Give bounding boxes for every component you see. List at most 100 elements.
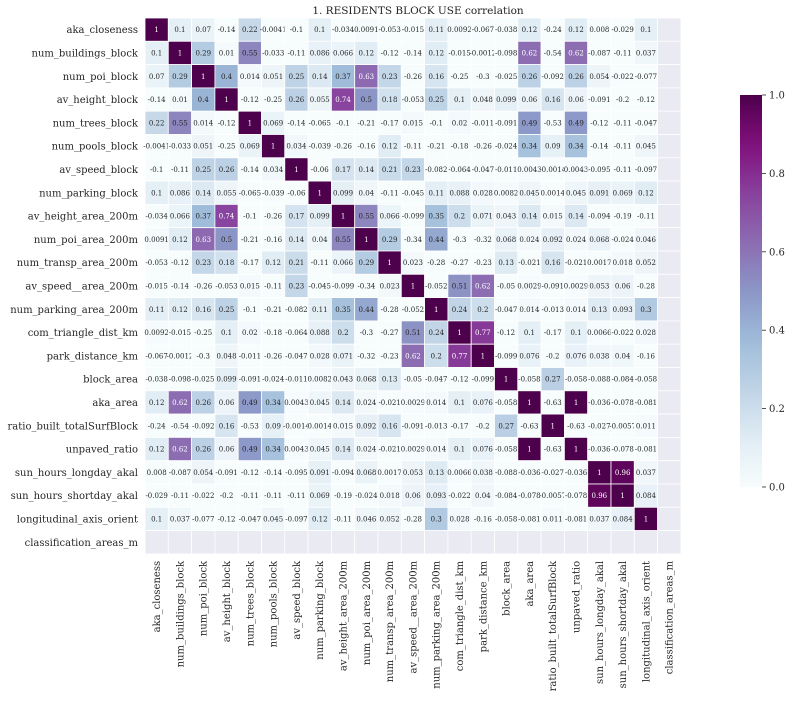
cell-value-label: 0.02 bbox=[452, 119, 468, 127]
cell-value-label: 0.052 bbox=[636, 259, 656, 267]
cell-value-label: 0.0017 bbox=[377, 469, 402, 477]
y-tick-label: num_pools_block bbox=[52, 142, 139, 153]
cell-value-label: -0.098 bbox=[495, 49, 517, 57]
heatmap-cell bbox=[354, 530, 379, 555]
cell-value-label: -0.27 bbox=[451, 259, 469, 267]
heatmap-cell bbox=[657, 250, 682, 275]
cell-value-label: -0.11 bbox=[381, 189, 399, 197]
cell-value-label: 0.12 bbox=[522, 26, 538, 34]
cell-value-label: 0.091 bbox=[589, 189, 609, 197]
cell-value-label: 0.3 bbox=[431, 515, 442, 523]
cell-value-label: -0.058 bbox=[518, 376, 540, 384]
x-tick-label: av_height_block bbox=[222, 560, 233, 642]
heatmap-cell bbox=[657, 436, 682, 462]
cell-value-label: -0.17 bbox=[381, 119, 399, 127]
cell-value-label: 0.018 bbox=[380, 492, 400, 500]
cell-value-label: 0.0043 bbox=[564, 166, 589, 174]
cell-value-label: 0.55 bbox=[172, 119, 188, 127]
cell-value-label: -0.17 bbox=[241, 259, 259, 267]
cell-value-label: -0.029 bbox=[611, 26, 633, 34]
cell-value-label: -0.047 bbox=[472, 166, 494, 174]
cell-value-label: 1 bbox=[481, 352, 485, 360]
cell-value-label: 0.22 bbox=[242, 26, 258, 34]
cell-value-label: -0.12 bbox=[637, 96, 655, 104]
cell-value-label: 0.0014 bbox=[541, 189, 566, 197]
cell-value-label: 1 bbox=[411, 282, 415, 290]
cell-value-label: 0.04 bbox=[475, 492, 491, 500]
cell-value-label: 0.16 bbox=[195, 306, 211, 314]
heatmap-cell bbox=[657, 297, 682, 322]
x-axis-tick-labels: aka_closeness num_buildings_block num_poi_… bbox=[152, 560, 676, 691]
cell-value-label: 0.29 bbox=[172, 73, 188, 81]
cell-value-label: -0.078 bbox=[611, 399, 633, 407]
cell-value-label: 1 bbox=[574, 399, 578, 407]
x-tick-label: ratio_built_totalSurfBlock bbox=[548, 560, 559, 691]
y-tick-label: aka_closeness bbox=[67, 25, 138, 36]
cell-value-label: -0.26 bbox=[334, 143, 352, 151]
cell-value-label: -0.022 bbox=[192, 492, 214, 500]
cell-value-label: 0.11 bbox=[428, 189, 444, 197]
cell-value-label: 0.23 bbox=[405, 166, 421, 174]
cell-value-label: 1 bbox=[178, 49, 182, 57]
cell-value-label: -0.25 bbox=[451, 73, 469, 81]
cell-value-label: -0.011 bbox=[472, 119, 494, 127]
cell-value-label: -0.077 bbox=[635, 73, 657, 81]
colorbar: 0.0 0.2 0.4 0.6 0.8 1.0 bbox=[740, 91, 785, 494]
x-tick-label: num_trees_block bbox=[245, 560, 256, 646]
cell-value-label: 0.011 bbox=[543, 515, 563, 523]
cell-value-label: -0.11 bbox=[614, 49, 632, 57]
cell-value-label: -0.19 bbox=[614, 213, 632, 221]
cell-value-label: -0.1 bbox=[336, 119, 350, 127]
cell-value-label: 0.0092 bbox=[447, 26, 472, 34]
cell-value-label: 0.12 bbox=[149, 399, 165, 407]
cell-value-label: 0.07 bbox=[149, 73, 165, 81]
y-axis-tick-labels: aka_closeness num_buildings_block num_poi_… bbox=[8, 25, 139, 549]
cell-value-label: -0.28 bbox=[381, 306, 399, 314]
colorbar-tick-label: 0.4 bbox=[769, 326, 785, 337]
cell-value-label: 0.084 bbox=[613, 515, 634, 523]
cell-value-label: 0.069 bbox=[310, 492, 330, 500]
cell-value-label: -0.06 bbox=[287, 189, 305, 197]
heatmap-cell bbox=[307, 530, 332, 555]
cell-value-label: -0.11 bbox=[287, 49, 305, 57]
cell-value-label: 0.62 bbox=[568, 49, 584, 57]
cell-value-label: -0.064 bbox=[285, 329, 308, 337]
cell-value-label: 0.4 bbox=[221, 73, 233, 81]
cell-value-label: -0.011 bbox=[495, 166, 517, 174]
y-tick-label: classification_areas_m bbox=[25, 538, 139, 549]
cell-value-label: -0.2 bbox=[220, 492, 234, 500]
cell-value-label: 0.25 bbox=[195, 166, 211, 174]
cell-value-label: -0.11 bbox=[614, 166, 632, 174]
cell-value-label: -0.32 bbox=[357, 352, 375, 360]
cell-value-label: -0.036 bbox=[518, 469, 541, 477]
cell-value-label: -0.1 bbox=[243, 306, 257, 314]
cell-value-label: 0.014 bbox=[566, 306, 587, 314]
cell-value-label: -0.036 bbox=[588, 399, 611, 407]
cell-value-label: 1 bbox=[201, 73, 205, 81]
heatmap-cell bbox=[657, 530, 682, 555]
cell-value-label: -0.022 bbox=[448, 492, 470, 500]
cell-value-label: 0.0029 bbox=[564, 282, 589, 290]
cell-value-label: 0.16 bbox=[219, 422, 235, 430]
cell-value-label: -0.091 bbox=[495, 119, 517, 127]
cell-value-label: -0.05 bbox=[497, 282, 515, 290]
cell-value-label: -0.053 bbox=[145, 259, 167, 267]
cell-value-label: -0.067 bbox=[472, 26, 494, 34]
cell-value-label: 0.046 bbox=[356, 515, 377, 523]
heatmap-cell bbox=[657, 203, 682, 229]
y-tick-label: park_distance_km bbox=[47, 351, 139, 362]
y-tick-label: av_height_block bbox=[57, 95, 139, 106]
cell-value-label: 0.35 bbox=[428, 213, 444, 221]
cell-value-label: -0.091 bbox=[588, 96, 610, 104]
cell-value-label: 0.1 bbox=[221, 329, 232, 337]
cell-value-label: -0.058 bbox=[495, 399, 517, 407]
cell-value-label: -0.14 bbox=[171, 282, 189, 290]
x-tick-label: classification_areas_m bbox=[665, 560, 676, 674]
cell-value-label: 0.04 bbox=[615, 352, 631, 360]
cell-value-label: 0.35 bbox=[335, 306, 351, 314]
cell-value-label: -0.027 bbox=[588, 422, 610, 430]
cell-value-label: 0.0082 bbox=[494, 189, 519, 197]
cell-value-label: 0.16 bbox=[545, 259, 561, 267]
cell-value-label: 0.053 bbox=[403, 469, 423, 477]
heatmap-cell bbox=[657, 460, 682, 485]
